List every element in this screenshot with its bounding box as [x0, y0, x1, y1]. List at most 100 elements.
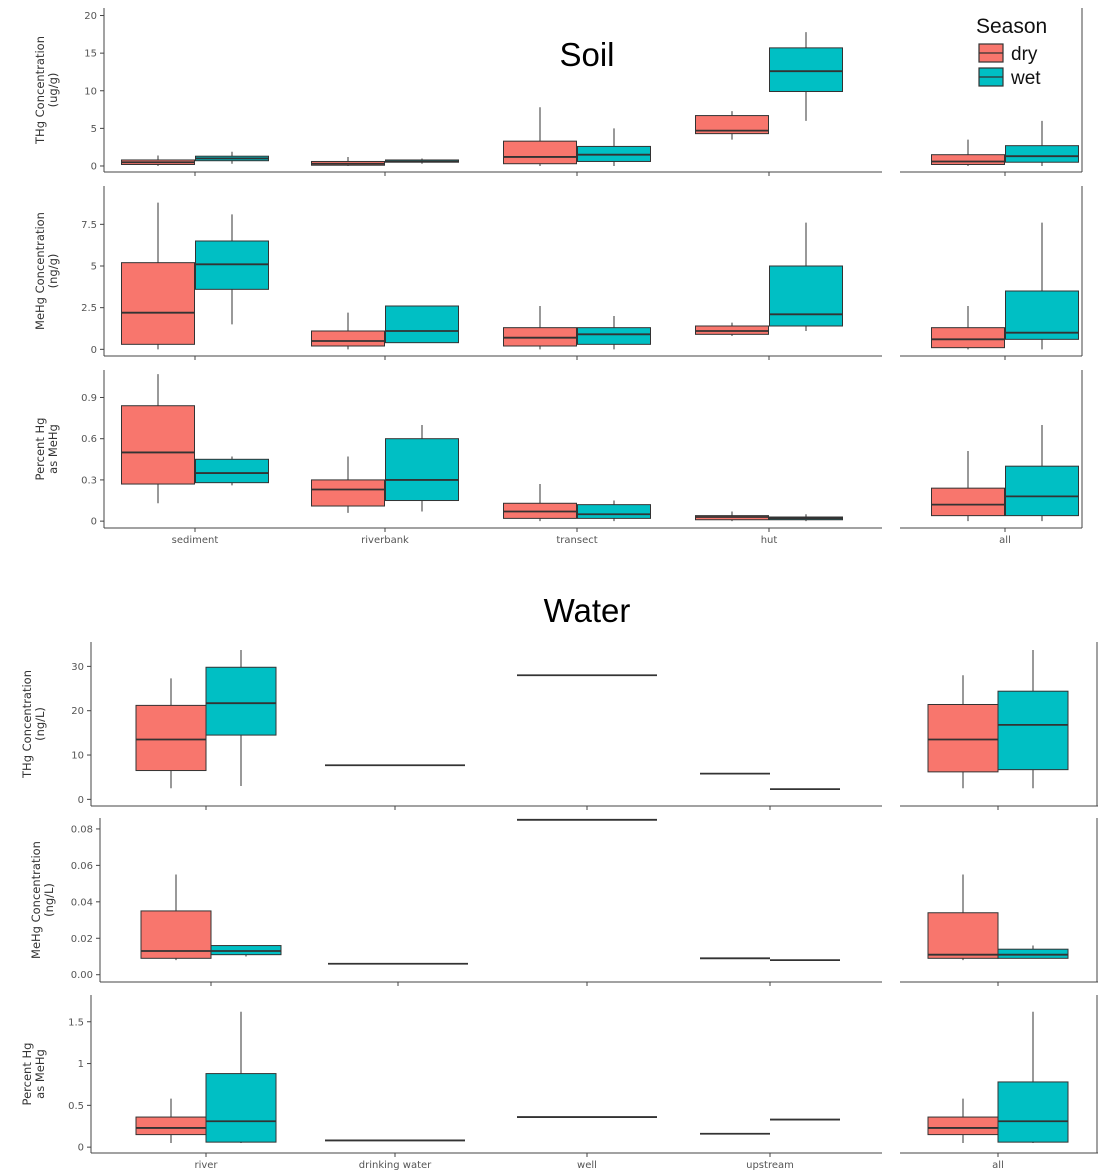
box-wet-hut — [769, 514, 843, 522]
y-tick-label: 30 — [71, 662, 84, 673]
box-iqr — [997, 948, 1069, 959]
y-axis-label: MeHg Concentration(ng/g) — [33, 212, 60, 330]
y-tick-label: 0.6 — [81, 434, 97, 445]
box-iqr — [931, 154, 1005, 165]
box-iqr — [385, 438, 459, 502]
y-axis-label-line: MeHg Concentration — [33, 212, 47, 330]
x-tick-label: drinking water — [359, 1160, 432, 1171]
box-dry-river — [135, 678, 207, 789]
x-tick-label: sediment — [172, 535, 219, 546]
y-axis-label-line: (ng/L) — [42, 883, 56, 917]
y-tick-label: 15 — [84, 49, 97, 60]
water-section-title: Water — [544, 592, 631, 629]
y-tick-label: 0.5 — [68, 1101, 84, 1112]
y-tick-label: 5 — [91, 262, 97, 273]
box-iqr — [997, 1081, 1069, 1143]
box-dry-all — [927, 675, 999, 789]
y-axis-label-line: MeHg Concentration — [29, 841, 43, 959]
box-dry-sediment — [121, 155, 195, 166]
box-iqr — [385, 305, 459, 344]
box-wet-all — [1005, 424, 1079, 522]
box-iqr — [769, 265, 843, 327]
y-tick-label: 0 — [91, 345, 97, 356]
y-tick-label: 0 — [91, 517, 97, 528]
y-tick-label: 1.5 — [68, 1017, 84, 1028]
x-tick-label: upstream — [746, 1160, 794, 1171]
y-axis-label-line: (ng/L) — [33, 707, 47, 741]
panel-6: 0 0.5 1 1.5 Percent Hgas MeHg river drinking w… — [20, 995, 1098, 1171]
x-tick-label: all — [992, 1160, 1004, 1171]
box-wet-sediment — [195, 214, 269, 325]
box-iqr — [927, 912, 999, 959]
y-tick-label: 20 — [84, 11, 97, 22]
box-iqr — [927, 703, 999, 773]
y-axis-label-line: Percent Hg — [33, 418, 47, 481]
box-iqr — [121, 262, 195, 345]
y-tick-label: 0.04 — [71, 897, 93, 908]
box-wet-river — [205, 1011, 277, 1143]
legend-label-wet: wet — [1010, 68, 1041, 89]
box-wet-all — [1005, 222, 1079, 350]
box-iqr — [121, 405, 195, 485]
box-wet-riverbank — [385, 158, 459, 164]
panel-5: 0.00 0.02 0.04 0.06 0.08 MeHg Concentration(n… — [29, 818, 1098, 986]
box-wet-all — [997, 1011, 1069, 1143]
soil-section-title: Soil — [559, 36, 614, 73]
y-tick-label: 0 — [78, 795, 84, 806]
box-wet-all — [1005, 120, 1079, 166]
box-wet-all — [997, 945, 1069, 959]
y-axis-label-line: as MeHg — [33, 1049, 47, 1099]
box-wet-transect — [577, 500, 651, 522]
box-iqr — [769, 47, 843, 93]
box-dry-transect — [503, 107, 577, 166]
box-wet-river — [205, 649, 277, 787]
box-dry-all — [927, 874, 999, 961]
box-iqr — [997, 690, 1069, 771]
box-iqr — [135, 704, 207, 772]
y-axis-label-line: THg Concentration — [20, 670, 34, 779]
box-iqr — [577, 504, 651, 519]
box-dry-hut — [695, 111, 769, 140]
box-wet-riverbank — [385, 424, 459, 512]
y-tick-label: 0.00 — [71, 970, 93, 981]
y-tick-label: 0.08 — [71, 824, 93, 835]
box-wet-sediment — [195, 151, 269, 164]
y-axis-label-line: as MeHg — [46, 424, 60, 474]
box-dry-sediment — [121, 374, 195, 504]
y-axis-label: Percent Hgas MeHg — [20, 1043, 47, 1106]
box-wet-sediment — [195, 456, 269, 486]
box-iqr — [195, 458, 269, 484]
y-tick-label: 10 — [71, 751, 84, 762]
box-wet-hut — [769, 32, 843, 121]
box-dry-transect — [503, 306, 577, 350]
legend: Season dry wet — [976, 15, 1047, 89]
box-iqr — [1005, 465, 1079, 517]
x-tick-label: well — [577, 1160, 597, 1171]
panel-3: 0 0.3 0.6 0.9 Percent Hgas MeHg sediment river… — [33, 370, 1083, 546]
box-wet-transect — [577, 128, 651, 166]
y-tick-label: 7.5 — [81, 220, 97, 231]
box-iqr — [503, 140, 577, 165]
box-dry-river — [135, 1098, 207, 1143]
box-dry-all — [931, 306, 1005, 350]
y-tick-label: 0 — [91, 161, 97, 172]
x-tick-label: transect — [556, 535, 597, 546]
y-tick-label: 0.02 — [71, 934, 93, 945]
box-dry-all — [927, 1098, 999, 1143]
x-tick-label: all — [999, 535, 1011, 546]
panel-1: 0 5 10 15 20 THg Concentration(ug/g) — [33, 8, 1083, 176]
y-tick-label: 0 — [78, 1143, 84, 1154]
box-iqr — [577, 327, 651, 345]
box-dry-sediment — [121, 202, 195, 350]
y-axis-label-line: Percent Hg — [20, 1043, 34, 1106]
box-dry-transect — [503, 484, 577, 522]
box-iqr — [205, 1073, 277, 1143]
box-wet-all — [997, 649, 1069, 789]
box-iqr — [931, 487, 1005, 517]
y-axis-label: THg Concentration(ng/L) — [20, 670, 47, 779]
box-iqr — [927, 1116, 999, 1136]
y-axis-label-line: THg Concentration — [33, 36, 47, 145]
x-tick-label: hut — [761, 535, 778, 546]
